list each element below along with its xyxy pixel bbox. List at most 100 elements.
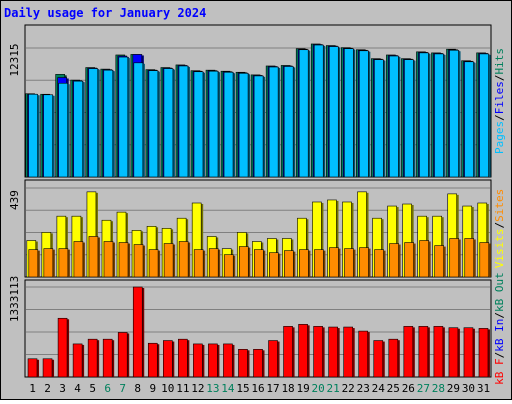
side-legend-separator: / bbox=[493, 222, 506, 229]
x-tick-label-16: 16 bbox=[251, 382, 264, 395]
bar-hits-files-pages-pages-5 bbox=[88, 68, 99, 178]
side-legend-item: Files bbox=[493, 81, 506, 114]
bar-hits-files-pages-pages-24 bbox=[374, 59, 384, 178]
x-tick-label-30: 30 bbox=[462, 382, 475, 395]
x-tick-label-15: 15 bbox=[236, 382, 249, 395]
bar-kbf-kbin-kbout-kbf-16 bbox=[253, 349, 263, 378]
bar-kbf-kbin-kbout-kbf-11 bbox=[178, 338, 188, 378]
bar-hits-files-pages-pages-18 bbox=[283, 66, 294, 178]
bar-hits-files-pages-pages-29 bbox=[449, 49, 459, 178]
max-label-kbf-kbin-kbout: 1333113 bbox=[8, 276, 21, 322]
bar-visits-sites-sites-24 bbox=[374, 249, 384, 278]
x-tick-label-29: 29 bbox=[447, 382, 460, 395]
bar-visits-sites-sites-1 bbox=[28, 249, 39, 278]
bar-kbf-kbin-kbout-kbf-28 bbox=[433, 326, 444, 378]
side-legend-visits-sites: Visits/Sites bbox=[493, 189, 506, 269]
side-legend-item: Sites bbox=[493, 189, 506, 222]
x-tick-label-11: 11 bbox=[176, 382, 189, 395]
bar-visits-sites-sites-11 bbox=[178, 241, 189, 278]
max-label-visits-sites: 439 bbox=[8, 190, 21, 210]
x-tick-label-10: 10 bbox=[161, 382, 174, 395]
bar-visits-sites-sites-31 bbox=[479, 242, 490, 278]
x-tick-label-2: 2 bbox=[44, 382, 51, 395]
bar-visits-sites-sites-21 bbox=[329, 247, 339, 278]
bar-hits-files-pages-pages-21 bbox=[328, 46, 339, 178]
x-tick-label-7: 7 bbox=[119, 382, 126, 395]
bar-hits-files-pages-pages-7 bbox=[118, 56, 129, 178]
bar-visits-sites-sites-12 bbox=[193, 249, 204, 278]
x-tick-label-22: 22 bbox=[342, 382, 355, 395]
x-tick-label-19: 19 bbox=[296, 382, 309, 395]
bar-visits-sites-sites-19 bbox=[299, 249, 309, 278]
bar-hits-files-pages-pages-27 bbox=[419, 52, 429, 178]
chart-title: Daily usage for January 2024 bbox=[4, 6, 206, 20]
x-tick-label-9: 9 bbox=[149, 382, 156, 395]
side-legend-separator: / bbox=[493, 352, 506, 359]
bar-kbf-kbin-kbout-kbf-17 bbox=[268, 340, 278, 378]
x-tick-label-12: 12 bbox=[191, 382, 204, 395]
bar-hits-files-pages-pages-16 bbox=[253, 75, 264, 178]
x-tick-label-5: 5 bbox=[89, 382, 96, 395]
x-tick-label-20: 20 bbox=[312, 382, 325, 395]
side-legend-hits-files-pages: Pages/Files/Hits bbox=[493, 48, 506, 154]
bar-hits-files-pages-pages-6 bbox=[103, 69, 114, 178]
bar-kbf-kbin-kbout-kbf-6 bbox=[102, 338, 113, 378]
bar-visits-sites-sites-20 bbox=[314, 249, 324, 278]
bar-visits-sites-sites-25 bbox=[389, 243, 399, 278]
bar-hits-files-pages-pages-17 bbox=[268, 66, 279, 178]
bar-visits-sites-sites-7 bbox=[118, 242, 129, 278]
side-legend-separator: / bbox=[493, 114, 506, 121]
side-legend-separator: / bbox=[493, 75, 506, 82]
bar-kbf-kbin-kbout-kbf-24 bbox=[373, 340, 384, 378]
bar-hits-files-pages-pages-13 bbox=[208, 70, 219, 178]
bar-visits-sites-sites-8 bbox=[133, 244, 144, 278]
bar-hits-files-pages-pages-10 bbox=[163, 68, 174, 178]
side-legend-separator: / bbox=[493, 312, 506, 319]
bar-kbf-kbin-kbout-kbf-20 bbox=[313, 326, 323, 378]
bar-hits-files-pages-pages-9 bbox=[148, 70, 159, 178]
bar-hits-files-pages-pages-28 bbox=[434, 53, 444, 178]
bar-visits-sites-sites-23 bbox=[359, 247, 369, 278]
bar-kbf-kbin-kbout-kbf-12 bbox=[193, 343, 203, 378]
bar-visits-sites-sites-22 bbox=[344, 248, 354, 278]
bar-hits-files-pages-pages-14 bbox=[223, 71, 234, 178]
bar-hits-files-pages-pages-22 bbox=[343, 48, 354, 178]
bar-kbf-kbin-kbout-kbf-23 bbox=[358, 330, 369, 378]
bar-kbf-kbin-kbout-kbf-3 bbox=[57, 317, 68, 378]
x-tick-label-25: 25 bbox=[387, 382, 400, 395]
bar-hits-files-pages-pages-11 bbox=[178, 65, 189, 178]
side-legend-item: Hits bbox=[493, 48, 506, 75]
bar-visits-sites-sites-6 bbox=[103, 241, 114, 278]
side-legend-item: kB In bbox=[493, 319, 506, 352]
x-tick-label-8: 8 bbox=[134, 382, 141, 395]
x-tick-label-18: 18 bbox=[281, 382, 294, 395]
bar-kbf-kbin-kbout-kbf-18 bbox=[283, 326, 293, 378]
side-legend-kbf-kbin-kbout: kB F/kB In/kB Out bbox=[493, 272, 506, 385]
bar-visits-sites-sites-10 bbox=[163, 243, 174, 278]
side-legend-item: kB F bbox=[493, 358, 506, 385]
x-tick-label-4: 4 bbox=[74, 382, 81, 395]
bar-visits-sites-sites-18 bbox=[284, 250, 294, 278]
bar-hits-files-pages-pages-31 bbox=[479, 53, 489, 178]
bar-kbf-kbin-kbout-kbf-29 bbox=[448, 327, 459, 378]
side-legend-item: Visits bbox=[493, 229, 506, 269]
bar-visits-sites-sites-3 bbox=[58, 248, 69, 278]
bar-kbf-kbin-kbout-kbf-22 bbox=[343, 326, 353, 378]
bar-kbf-kbin-kbout-kbf-26 bbox=[403, 326, 414, 378]
bar-kbf-kbin-kbout-kbf-27 bbox=[418, 326, 429, 378]
x-tick-label-14: 14 bbox=[221, 382, 235, 395]
max-label-hits-files-pages: 12315 bbox=[8, 43, 21, 76]
side-legend-item: Pages bbox=[493, 121, 506, 154]
bar-hits-files-pages-pages-8 bbox=[133, 62, 144, 178]
x-tick-label-17: 17 bbox=[266, 382, 279, 395]
x-tick-label-26: 26 bbox=[402, 382, 415, 395]
x-tick-label-23: 23 bbox=[357, 382, 370, 395]
x-tick-label-6: 6 bbox=[104, 382, 111, 395]
x-tick-label-3: 3 bbox=[59, 382, 66, 395]
bar-visits-sites-sites-29 bbox=[449, 238, 460, 278]
bar-kbf-kbin-kbout-kbf-15 bbox=[238, 349, 248, 378]
bar-hits-files-pages-pages-12 bbox=[193, 71, 204, 178]
bar-kbf-kbin-kbout-kbf-8 bbox=[132, 286, 143, 378]
